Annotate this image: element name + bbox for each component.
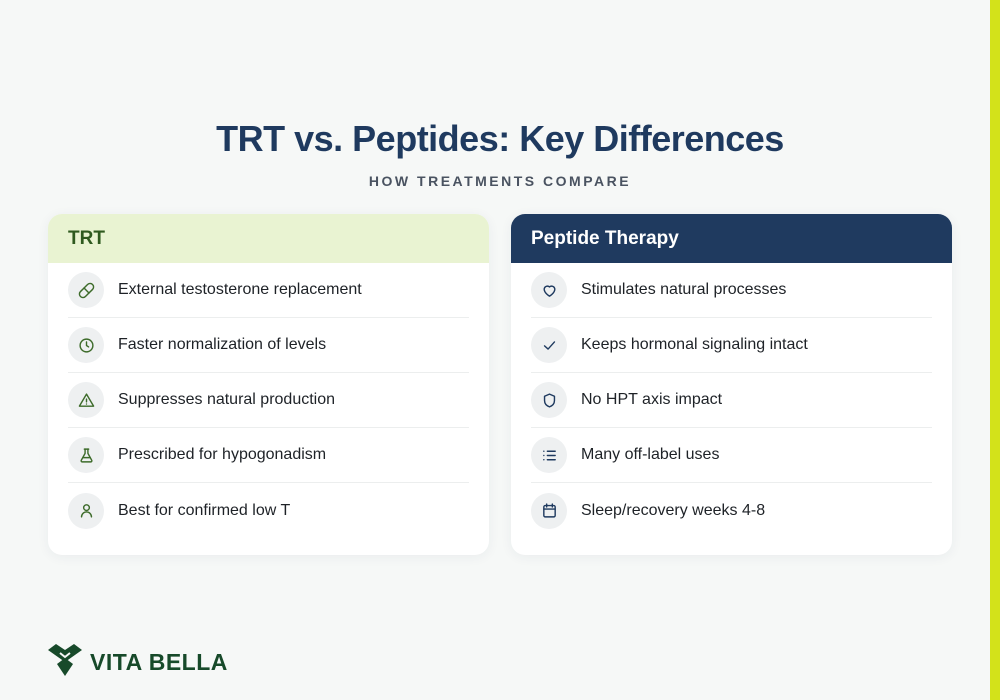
user-icon [68,492,104,529]
warning-icon [68,382,104,418]
vita-bella-logo-icon [48,644,82,681]
list-item: Many off-label uses [531,428,932,483]
list-item-label: Suppresses natural production [118,391,336,408]
calendar-icon [531,492,567,529]
list-item: Prescribed for hypogonadism [68,428,469,483]
list-item: Best for confirmed low T [68,483,469,538]
page-title: TRT vs. Peptides: Key Differences [216,118,784,159]
list-item: Keeps hormonal signaling intact [531,318,932,373]
list-item-label: Best for confirmed low T [118,501,291,519]
list-item-label: Keeps hormonal signaling intact [581,336,808,353]
trt-card: TRT External testosterone replacement Fa… [48,214,489,555]
peptide-card-title: Peptide Therapy [511,214,952,263]
list-item: Suppresses natural production [68,373,469,428]
shield-icon [531,382,567,418]
pill-icon [68,272,104,308]
accent-bar [990,0,1000,700]
list-item: Faster normalization of levels [68,318,469,373]
peptide-card: Peptide Therapy Stimulates natural proce… [511,214,952,555]
list-item: Stimulates natural processes [531,263,932,318]
list-item-label: Prescribed for hypogonadism [118,446,327,463]
brand-logo: VITA BELLA [48,644,228,681]
check-icon [531,327,567,363]
list-item-label: Many off-label uses [581,446,720,463]
page-subtitle: HOW TREATMENTS COMPARE [368,173,632,189]
list-item: External testosterone replacement [68,263,469,318]
heart-icon [531,272,567,308]
trt-card-title: TRT [48,214,489,263]
list-item: Sleep/recovery weeks 4-8 [531,483,932,538]
clock-icon [68,327,104,363]
list-item-label: Faster normalization of levels [118,336,327,353]
trt-list: External testosterone replacement Faster… [48,263,489,538]
list-item-label: No HPT axis impact [581,391,723,408]
list-item-label: External testosterone replacement [118,281,362,298]
flask-icon [68,437,104,473]
list-item-label: Stimulates natural processes [581,281,787,298]
peptide-list: Stimulates natural processes Keeps hormo… [511,263,952,538]
list-item-label: Sleep/recovery weeks 4-8 [581,501,766,519]
list-item: No HPT axis impact [531,373,932,428]
list-icon [531,437,567,473]
brand-name: VITA BELLA [90,649,228,675]
